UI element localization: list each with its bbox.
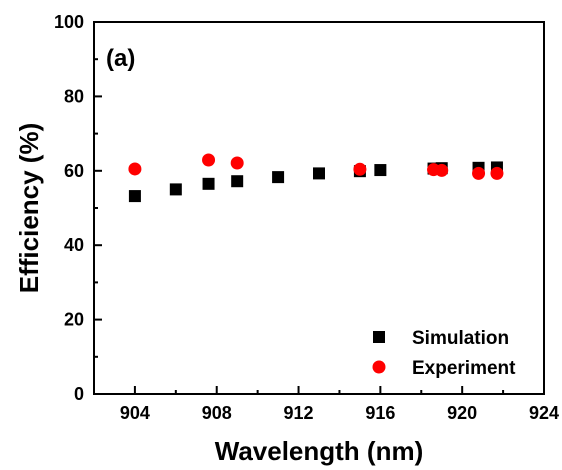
simulation-point <box>313 167 325 180</box>
legend-experiment-marker <box>372 360 386 374</box>
simulation-point <box>202 177 215 190</box>
legend-simulation-marker <box>373 331 385 343</box>
x-tick-label: 924 <box>529 403 559 423</box>
x-tick-label: 904 <box>120 403 150 423</box>
axis-ticks <box>94 21 545 395</box>
y-tick-label: 20 <box>64 310 84 330</box>
legend: Simulation Experiment <box>372 328 516 379</box>
experiment-point <box>353 162 367 176</box>
x-axis-title: Wavelength (nm) <box>215 436 423 466</box>
legend-experiment-label: Experiment <box>412 358 516 379</box>
data-points <box>128 153 504 203</box>
experiment-point <box>128 162 142 176</box>
experiment-point <box>490 166 504 180</box>
simulation-point <box>231 175 244 188</box>
simulation-point <box>374 164 387 177</box>
y-tick-label: 80 <box>64 86 84 106</box>
experiment-point <box>230 156 244 170</box>
y-axis-title: Efficiency (%) <box>14 123 44 294</box>
experiment-point <box>202 153 216 167</box>
simulation-point <box>169 183 182 196</box>
x-tick-label: 916 <box>365 403 395 423</box>
x-tick-label: 920 <box>447 403 477 423</box>
y-tick-label: 40 <box>64 235 84 255</box>
simulation-point <box>128 190 141 203</box>
y-tick-label: 60 <box>64 161 84 181</box>
y-tick-label: 100 <box>54 12 84 32</box>
x-tick-label: 912 <box>284 403 314 423</box>
panel-label: (a) <box>106 45 135 72</box>
axis-tick-labels: 904 908 912 916 920 924 0 20 40 60 80 100 <box>54 12 559 423</box>
experiment-point <box>435 163 449 177</box>
y-tick-label: 0 <box>74 384 84 404</box>
x-tick-label: 908 <box>202 403 232 423</box>
legend-simulation-label: Simulation <box>412 328 509 349</box>
experiment-point <box>472 166 486 180</box>
simulation-point <box>272 171 285 184</box>
